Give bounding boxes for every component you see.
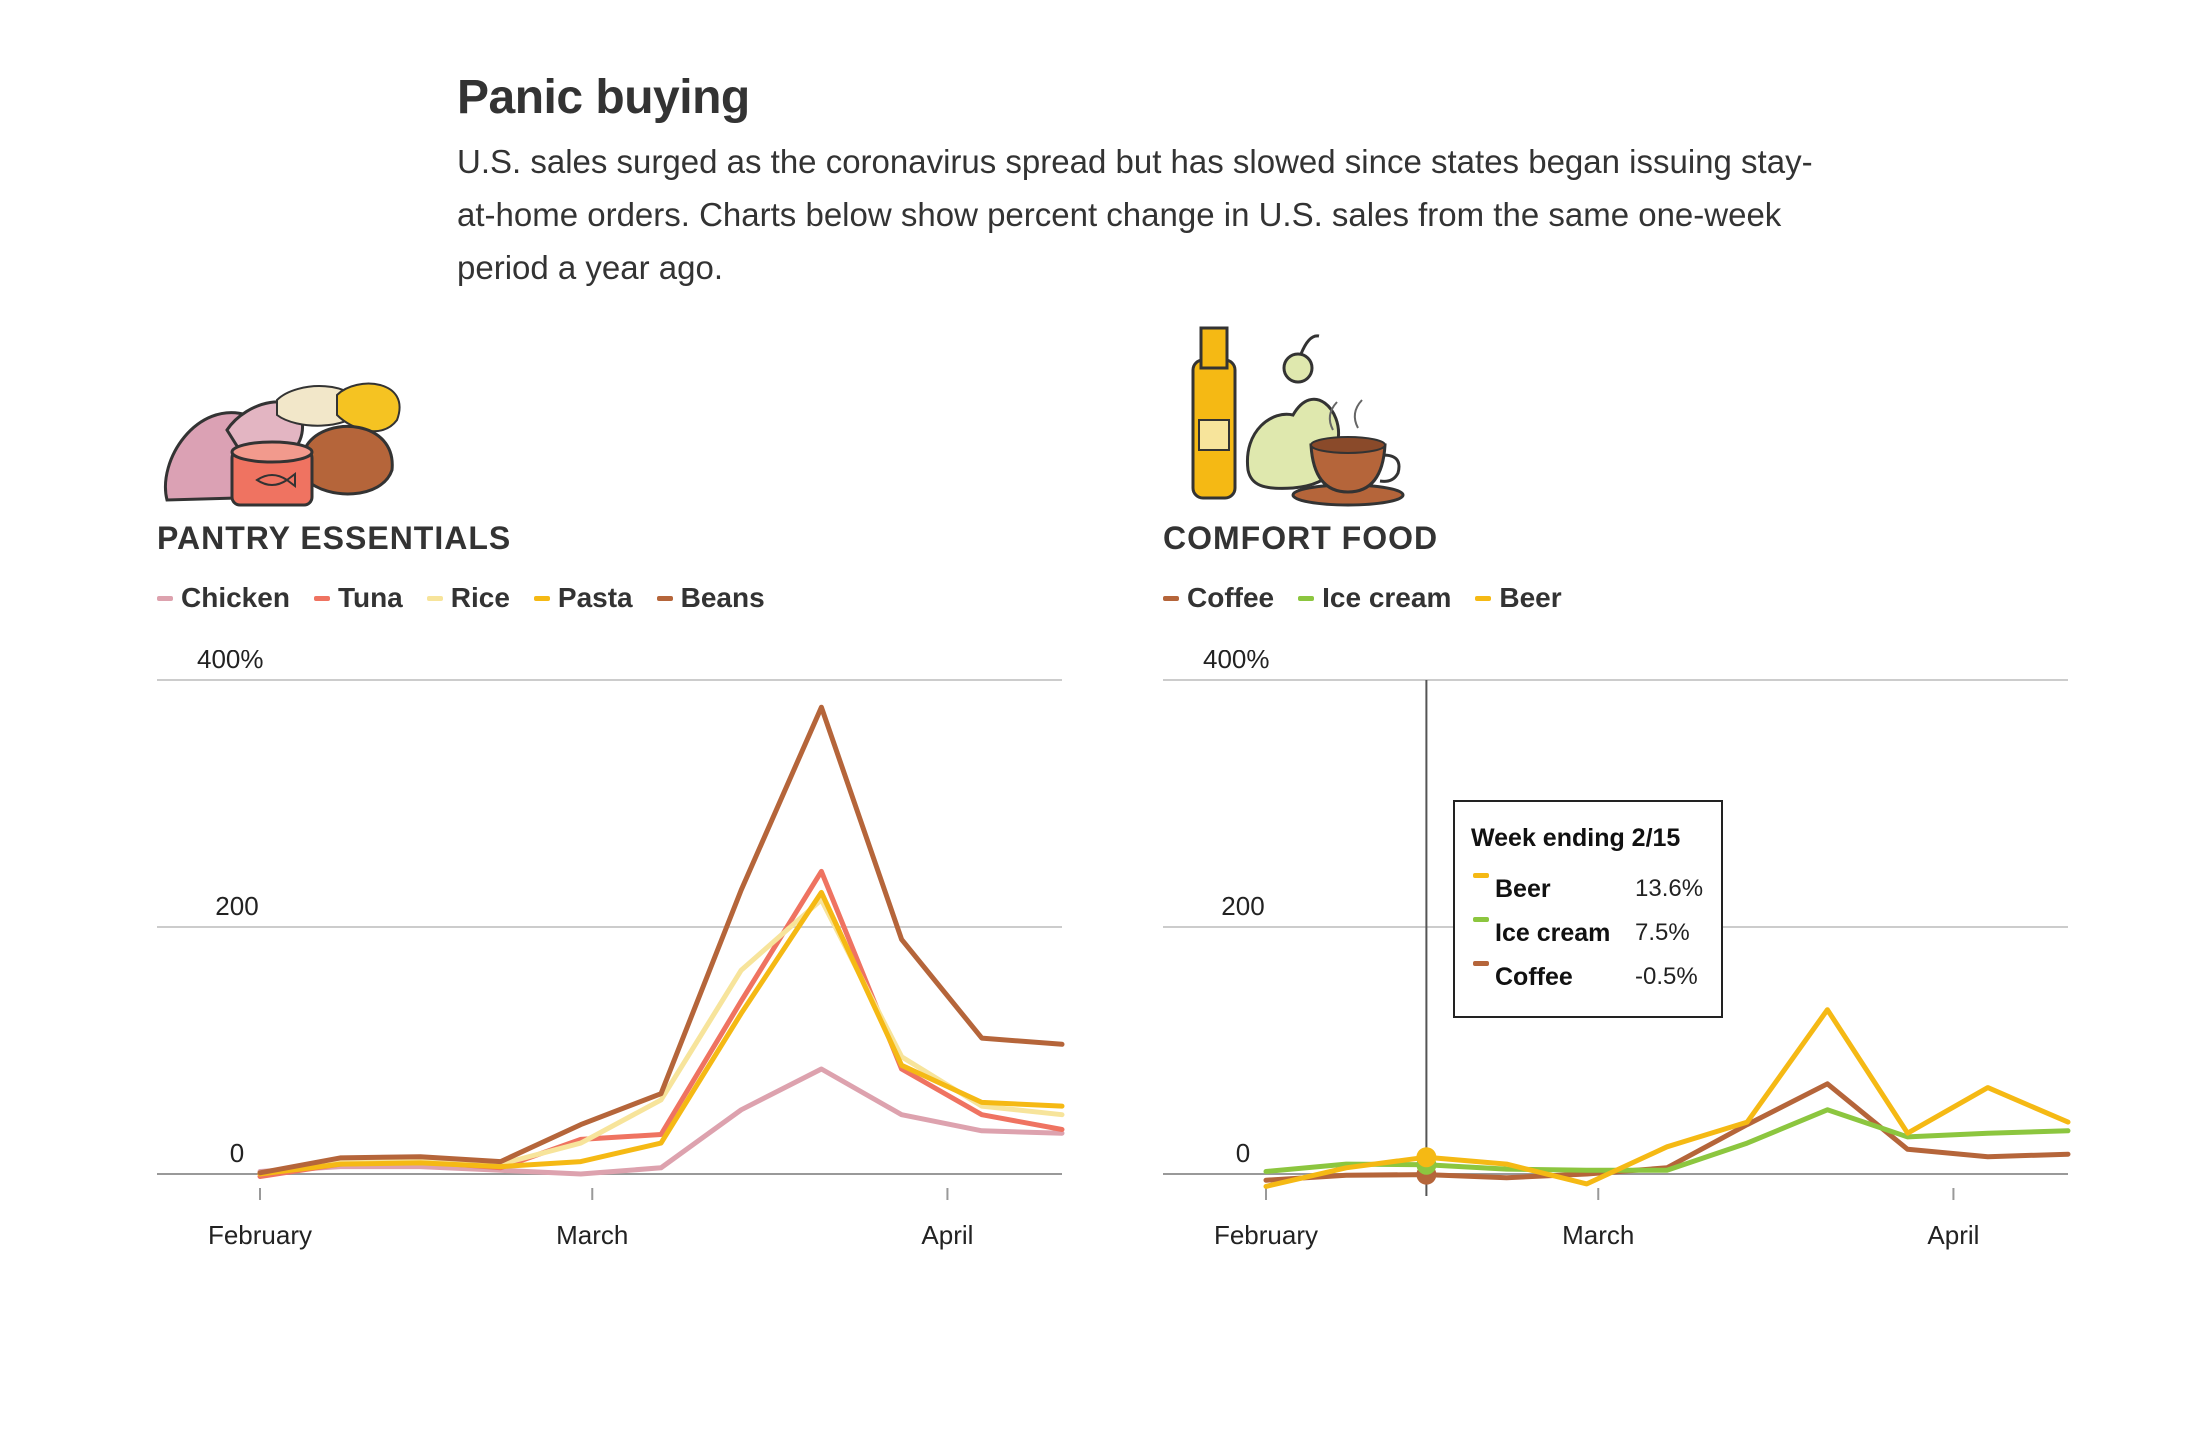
tooltip-series-name: Ice cream (1495, 918, 1611, 947)
legend-swatch (1475, 595, 1492, 601)
tooltip-value: 7.5% (1635, 919, 1690, 946)
pantry-illustration (164, 382, 401, 507)
y-tick-label: 400% (1203, 650, 1270, 674)
legend-label: Ice cream (1322, 582, 1452, 613)
legend-item: Coffee (1163, 582, 1274, 614)
tooltip-swatch (1473, 917, 1489, 922)
series-line-rice[interactable] (257, 897, 1065, 1176)
pantry-line-chart: 400% 200 0 February March April (157, 650, 1065, 1250)
x-tick-label: March (1562, 1220, 1634, 1250)
legend-item: Rice (426, 582, 510, 614)
series-line-pasta[interactable] (257, 889, 1065, 1177)
legend-item: Tuna (313, 582, 403, 614)
legend: Coffee Ice cream Beer (1163, 582, 1562, 614)
legend-label: Beans (680, 582, 765, 613)
tooltip-row: Beer 13.6% (1471, 867, 1705, 911)
page-title: Panic buying (457, 71, 750, 124)
series-line-beans[interactable] (257, 704, 1065, 1176)
y-tick-label: 200 (1221, 891, 1264, 921)
comfort-panel: COMFORT FOOD Coffee Ice cream Beer 400% 200… (1163, 320, 2103, 1320)
legend-swatch (656, 595, 673, 601)
legend-label: Beer (1499, 582, 1562, 613)
tooltip-row: Coffee -0.5% (1471, 955, 1705, 999)
legend-item: Ice cream (1298, 582, 1451, 614)
legend-swatch (313, 595, 330, 601)
legend-label: Pasta (557, 582, 633, 613)
x-tick-label: April (921, 1220, 973, 1250)
tooltip-swatch (1473, 873, 1489, 878)
header: Panic buying U.S. sales surged as the co… (457, 70, 1857, 294)
x-tick-label: April (1927, 1220, 1979, 1250)
hover-tooltip: Week ending 2/15 Beer 13.6% Ice cream 7.5% C… (1453, 800, 1723, 1018)
tooltip-row: Ice cream 7.5% (1471, 911, 1705, 955)
tooltip-series-name: Coffee (1495, 962, 1573, 991)
tooltip-value: 13.6% (1635, 875, 1704, 902)
series-line-tuna[interactable] (257, 868, 1065, 1179)
legend-swatch (157, 595, 173, 601)
legend-label: Chicken (181, 582, 290, 613)
y-tick-label: 400% (197, 650, 264, 674)
series-line-beer[interactable] (1263, 1007, 2071, 1189)
legend-item: Beer (1475, 582, 1562, 614)
panel-title: COMFORT FOOD (1163, 520, 1439, 556)
tooltip-value: -0.5% (1635, 963, 1698, 990)
y-tick-label: 0 (1236, 1138, 1250, 1168)
page-subtitle: U.S. sales surged as the coronavirus spr… (457, 143, 1813, 286)
x-tick-label: March (556, 1220, 628, 1250)
tooltip-swatch (1473, 961, 1489, 966)
x-tick-label: February (1214, 1220, 1318, 1250)
tooltip-series-name: Beer (1495, 874, 1551, 903)
legend-swatch (426, 595, 443, 601)
series-line-ice-cream[interactable] (1263, 1107, 2071, 1174)
series-line-chicken[interactable] (257, 1066, 1065, 1177)
y-tick-label: 200 (215, 891, 258, 921)
legend-item: Beans (656, 582, 765, 614)
legend: Chicken Tuna Rice Pasta Beans (157, 582, 765, 614)
comfort-line-chart[interactable]: 400% 200 0 February March April (1163, 650, 2103, 1270)
legend-label: Rice (450, 582, 510, 613)
legend-swatch (533, 595, 550, 601)
tooltip-header: Week ending 2/15 (1471, 824, 1681, 852)
pantry-panel: PANTRY ESSENTIALS Chicken Tuna Rice Pasta Be… (157, 320, 1097, 1320)
hover-point-beer (1416, 1147, 1437, 1168)
y-tick-label: 0 (230, 1138, 244, 1168)
legend-label: Tuna (337, 582, 403, 613)
legend-swatch (1298, 595, 1315, 601)
panel-title: PANTRY ESSENTIALS (157, 520, 512, 556)
x-tick-label: February (208, 1220, 312, 1250)
legend-label: Coffee (1187, 582, 1275, 613)
legend-item: Pasta (533, 582, 633, 614)
legend-item: Chicken (157, 582, 290, 614)
legend-swatch (1163, 595, 1179, 601)
comfort-illustration (1191, 326, 1405, 507)
